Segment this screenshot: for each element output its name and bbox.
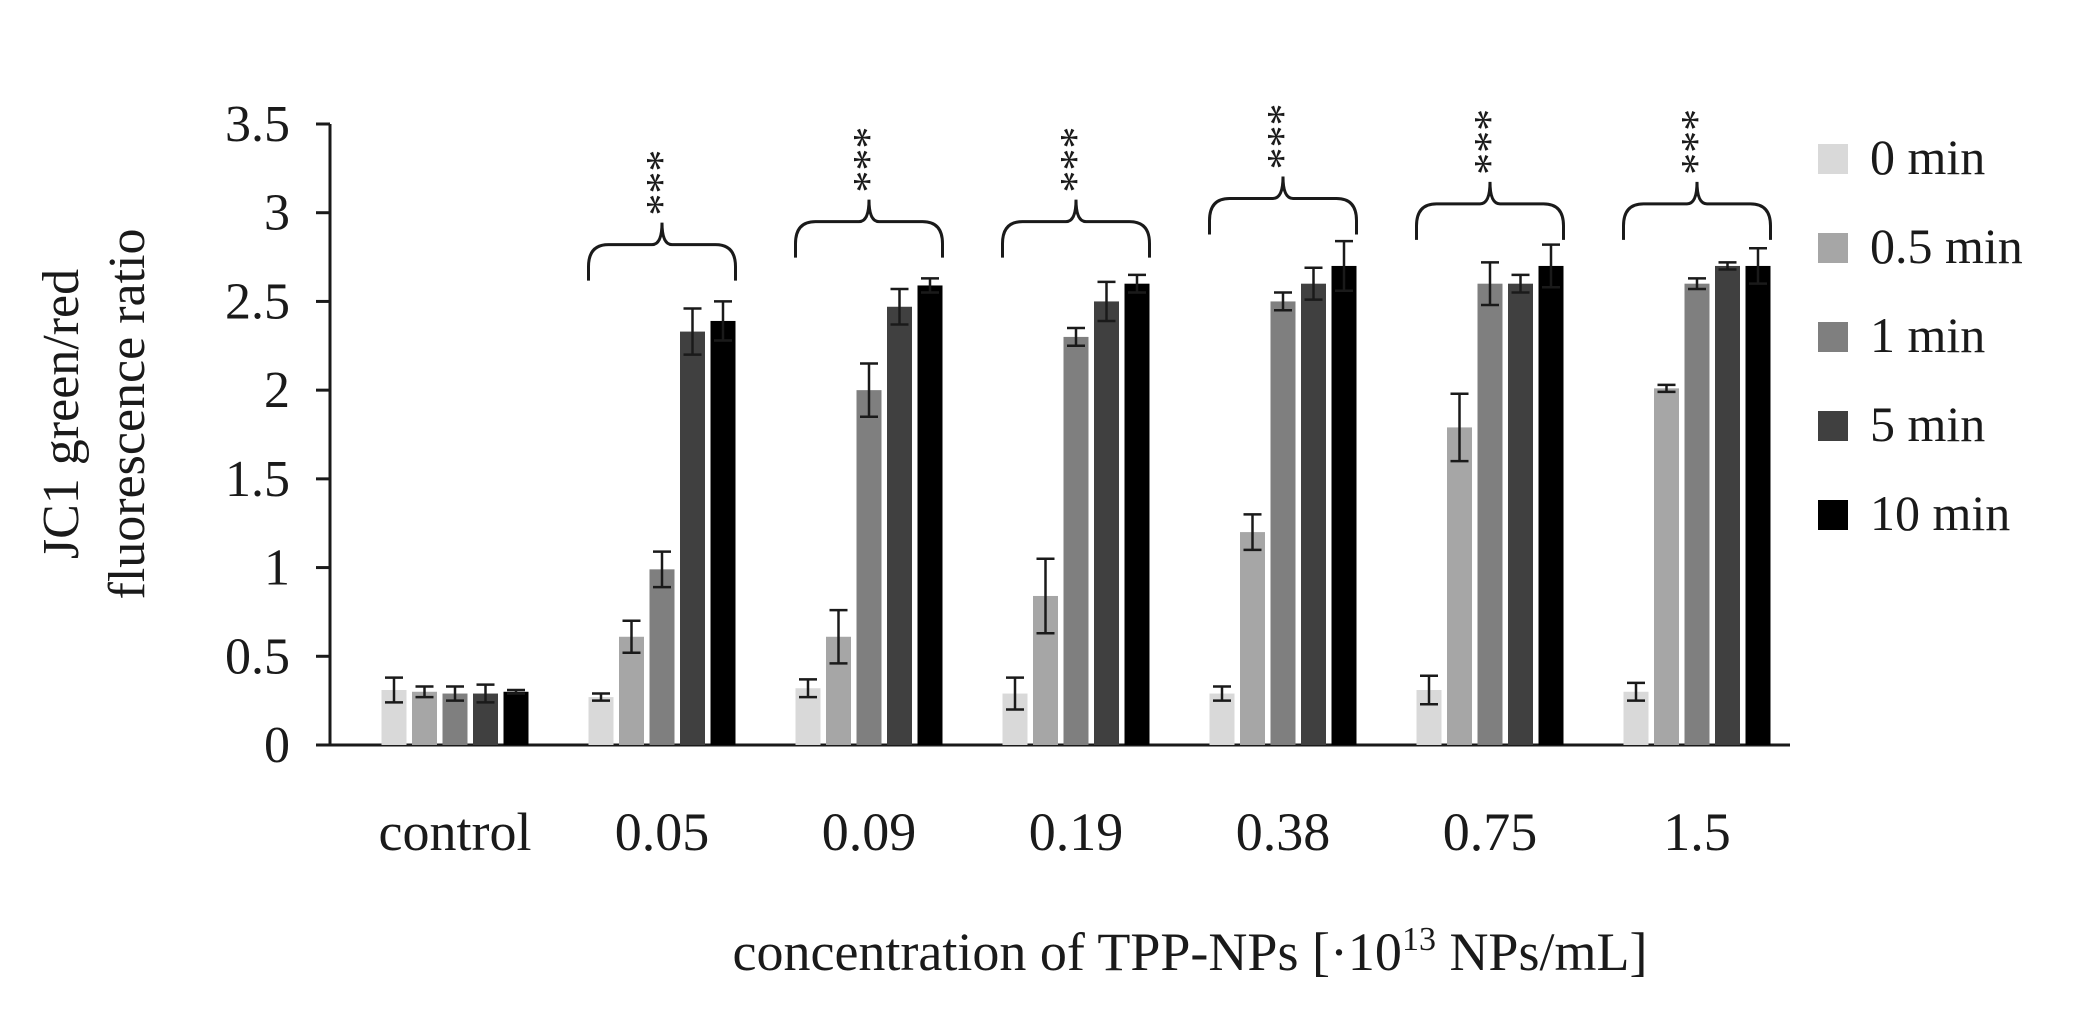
x-axis-label-unit: NPs/mL] (1436, 922, 1648, 982)
bar (442, 693, 468, 745)
bar (1508, 283, 1533, 745)
x-tick-label: control (379, 802, 532, 862)
bar (1715, 265, 1740, 745)
bar (1477, 283, 1503, 745)
y-tick-label: 0 (264, 717, 290, 774)
x-tick-label: 1.5 (1663, 802, 1731, 862)
y-tick-label: 2.5 (225, 273, 290, 330)
legend-swatch (1818, 500, 1848, 530)
bar (649, 569, 675, 745)
significance-label: *** (1672, 109, 1721, 175)
legend-label: 0 min (1870, 129, 1985, 185)
bar (710, 320, 736, 745)
y-tick-label: 0.5 (225, 628, 290, 685)
y-tick-label: 1.5 (225, 451, 290, 508)
legend: 0 min 0.5 min 1 min 5 min 10 min (1818, 129, 2023, 541)
y-tick-label: 2 (264, 362, 290, 419)
bar-group-0_05 (588, 300, 736, 745)
significance-label: *** (637, 150, 686, 216)
significance-brace (587, 222, 737, 281)
x-tick-label: 0.38 (1236, 802, 1331, 862)
legend-swatch (1818, 233, 1848, 263)
bar (1209, 693, 1235, 745)
legend-swatch (1818, 144, 1848, 174)
bar-group-0_09 (795, 277, 943, 745)
legend-label: 0.5 min (1870, 218, 2023, 274)
legend-item: 10 min (1818, 485, 2010, 541)
significance-brace (1208, 176, 1358, 235)
bar (1654, 388, 1679, 745)
y-tick-label: 1 (264, 540, 290, 597)
bar (856, 390, 882, 745)
legend-item: 5 min (1818, 396, 1985, 452)
legend-label: 1 min (1870, 307, 1985, 363)
bar-group-1_5 (1623, 246, 1771, 745)
bar (1094, 301, 1119, 745)
bar (588, 697, 614, 745)
bar (1684, 283, 1710, 745)
bar (1270, 301, 1296, 745)
bar (503, 691, 529, 745)
legend-swatch (1818, 322, 1848, 352)
significance-label: *** (1465, 109, 1514, 175)
bar (1301, 283, 1326, 745)
x-axis-label-main: concentration of TPP-NPs [·10 (733, 922, 1402, 982)
x-tick-label: 0.75 (1443, 802, 1538, 862)
bar (1063, 336, 1089, 745)
significance-label: *** (1051, 127, 1100, 193)
bar-group-0_19 (1002, 273, 1150, 745)
bar (887, 306, 912, 745)
y-axis-label-line1: JC1 green/red (33, 269, 90, 559)
significance-label: *** (1258, 104, 1307, 170)
x-tick-label: 0.19 (1029, 802, 1124, 862)
bar (917, 285, 943, 745)
bar (619, 636, 644, 745)
bar-group-0_38 (1209, 239, 1357, 745)
bar-group-0_75 (1416, 243, 1564, 745)
significance-label: *** (844, 127, 893, 193)
legend-label: 10 min (1870, 485, 2010, 541)
bar (1447, 427, 1472, 745)
plot-area: 0 0.5 1 1.5 2 2.5 3 3.5 control 0.05 0.09 0.19 0.38 0… (225, 96, 1790, 862)
y-axis-label-line2: fluorescence ratio (99, 228, 156, 599)
x-axis-label-exponent: 13 (1402, 921, 1436, 958)
x-tick-label: 0.09 (822, 802, 917, 862)
legend-label: 5 min (1870, 396, 1985, 452)
bar (1331, 265, 1357, 745)
y-tick-label: 3 (264, 185, 290, 242)
legend-item: 1 min (1818, 307, 1985, 363)
legend-item: 0.5 min (1818, 218, 2023, 274)
bar (1124, 283, 1150, 745)
bar (1538, 265, 1564, 745)
bar (1240, 532, 1265, 745)
bar (412, 691, 437, 745)
bar-group-control (381, 676, 529, 745)
x-axis-label: concentration of TPP-NPs [·1013 NPs/mL] (733, 921, 1648, 982)
significance-brace (1622, 181, 1772, 240)
legend-item: 0 min (1818, 129, 1985, 185)
bar (1745, 265, 1771, 745)
significance-brace (1415, 181, 1565, 240)
bar (680, 331, 705, 745)
legend-swatch (1818, 411, 1848, 441)
y-tick-label: 3.5 (225, 96, 290, 153)
significance-brace (1001, 199, 1151, 258)
x-tick-label: 0.05 (615, 802, 710, 862)
significance-brace (794, 199, 944, 258)
